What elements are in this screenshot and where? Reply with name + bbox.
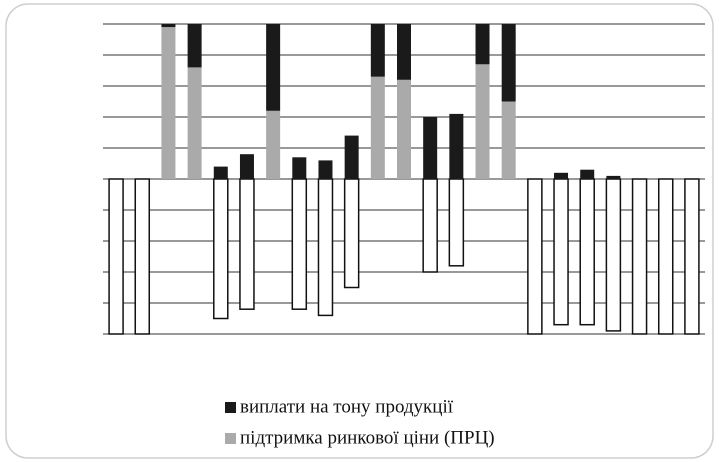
- bar: [266, 110, 281, 179]
- bar: [475, 64, 490, 179]
- bar: [370, 76, 385, 179]
- bar: [213, 166, 228, 179]
- bar: [580, 169, 595, 179]
- bar: [605, 178, 622, 332]
- bar: [108, 178, 124, 335]
- bar: [422, 178, 438, 273]
- bar: [423, 117, 438, 179]
- legend-label: підтримка ринкової ціни (ПРЦ): [240, 427, 495, 448]
- bar: [501, 24, 516, 102]
- bar: [631, 178, 648, 335]
- bar: [134, 178, 151, 335]
- bar: [397, 24, 411, 80]
- bar: [317, 178, 334, 317]
- bar: [397, 79, 411, 179]
- bar: [161, 24, 176, 28]
- bar: [606, 175, 621, 179]
- bar: [370, 24, 385, 77]
- bar: [239, 154, 254, 179]
- bar: [554, 172, 569, 179]
- bar: [213, 178, 229, 320]
- bar: [187, 24, 202, 68]
- bar: [239, 178, 255, 310]
- legend-label: виплати на тону продукції: [240, 396, 454, 417]
- bar: [475, 24, 490, 65]
- legend-swatch: [225, 433, 236, 444]
- bar: [448, 178, 465, 267]
- bar: [527, 178, 543, 335]
- bar: [553, 178, 569, 326]
- bar: [449, 113, 464, 179]
- bar: [292, 157, 307, 179]
- frame: [5, 3, 714, 459]
- bar: [266, 24, 281, 111]
- bar: [161, 27, 176, 179]
- legend-swatch: [225, 402, 236, 413]
- bar: [343, 178, 360, 289]
- bar: [501, 101, 516, 179]
- bar: [187, 67, 202, 179]
- bar: [657, 178, 674, 335]
- bar: [579, 178, 595, 326]
- bar: [344, 135, 359, 179]
- bar: [318, 160, 333, 179]
- bar: [291, 178, 308, 310]
- bar: [684, 178, 700, 335]
